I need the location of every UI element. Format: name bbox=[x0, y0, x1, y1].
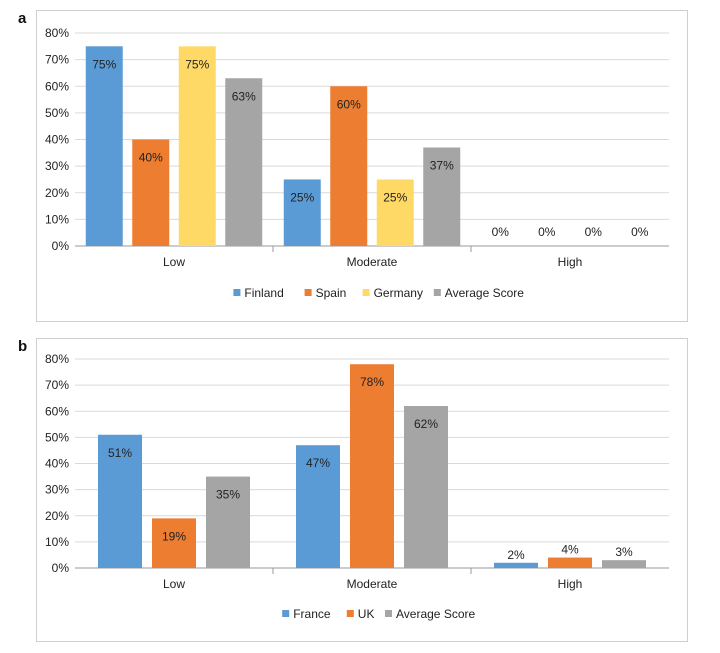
y-tick-label: 30% bbox=[45, 483, 69, 497]
bar-b-uk bbox=[152, 518, 196, 568]
y-tick-label: 70% bbox=[45, 378, 69, 392]
legend-label: UK bbox=[358, 607, 375, 621]
bar-b-uk bbox=[350, 364, 394, 568]
y-tick-label: 40% bbox=[45, 457, 69, 471]
legend-label: Germany bbox=[374, 286, 423, 300]
chart-panel-b: 0% 10% 20% 30% 40% 50% 60% 70% 80% 51% 19% 35% Low 47… bbox=[36, 338, 688, 642]
legend-label: Average Score bbox=[396, 607, 475, 621]
bar-b-average-score bbox=[602, 560, 646, 568]
data-label: 3% bbox=[615, 545, 633, 559]
data-label: 35% bbox=[216, 488, 240, 502]
bar-b-france bbox=[494, 562, 538, 568]
data-label: 0% bbox=[631, 225, 649, 239]
bar-a-finland bbox=[85, 46, 123, 246]
bar-a-average-score bbox=[225, 78, 263, 246]
y-tick-label: 70% bbox=[45, 53, 69, 67]
data-label: 37% bbox=[430, 158, 454, 172]
y-tick-label: 30% bbox=[45, 159, 69, 173]
chart-panel-a: 0% 10% 20% 30% 40% 50% 60% 70% 80% 75% 40% 75% 63% Lo… bbox=[36, 10, 688, 322]
y-tick-label: 10% bbox=[45, 212, 69, 226]
bar-a-germany bbox=[376, 179, 414, 246]
data-label: 2% bbox=[507, 548, 525, 562]
data-label: 51% bbox=[108, 446, 132, 460]
legend-swatch bbox=[233, 289, 241, 296]
y-tick-label: 20% bbox=[45, 509, 69, 523]
bar-b-france bbox=[98, 434, 142, 568]
y-tick-label: 80% bbox=[45, 26, 69, 40]
y-tick-label: 60% bbox=[45, 404, 69, 418]
x-category-label: Moderate bbox=[347, 577, 398, 591]
bar-chart-a: 0% 10% 20% 30% 40% 50% 60% 70% 80% 75% 40% 75% 63% Lo… bbox=[45, 26, 669, 300]
data-label: 75% bbox=[185, 57, 209, 71]
y-tick-label: 60% bbox=[45, 79, 69, 93]
data-label: 62% bbox=[414, 417, 438, 431]
legend-label: France bbox=[293, 607, 331, 621]
bar-chart-b: 0% 10% 20% 30% 40% 50% 60% 70% 80% 51% 19% 35% Low 47… bbox=[45, 352, 669, 621]
data-label: 40% bbox=[139, 151, 163, 165]
legend-swatch bbox=[362, 289, 370, 296]
data-label: 0% bbox=[585, 225, 603, 239]
data-label: 47% bbox=[306, 456, 330, 470]
y-tick-label: 20% bbox=[45, 186, 69, 200]
bar-a-finland bbox=[283, 179, 321, 246]
x-category-label: High bbox=[558, 255, 583, 269]
legend-swatch bbox=[433, 289, 441, 296]
bar-b-average-score bbox=[206, 476, 250, 568]
x-category-label: Moderate bbox=[347, 255, 398, 269]
bar-b-france bbox=[296, 445, 340, 568]
data-label: 19% bbox=[162, 529, 186, 543]
data-label: 75% bbox=[92, 57, 116, 71]
legend-swatch bbox=[282, 610, 290, 617]
y-tick-label: 50% bbox=[45, 106, 69, 120]
data-label: 63% bbox=[232, 89, 256, 103]
bar-a-germany bbox=[178, 46, 216, 246]
data-label: 0% bbox=[492, 225, 510, 239]
y-tick-label: 50% bbox=[45, 430, 69, 444]
x-category-label: High bbox=[558, 577, 583, 591]
bar-b-uk bbox=[548, 557, 592, 568]
y-tick-label: 40% bbox=[45, 133, 69, 147]
legend-label: Spain bbox=[316, 286, 347, 300]
data-label: 25% bbox=[383, 190, 407, 204]
x-category-label: Low bbox=[163, 577, 185, 591]
y-tick-label: 80% bbox=[45, 352, 69, 366]
panel-label-b: b bbox=[18, 338, 28, 355]
x-category-label: Low bbox=[163, 255, 185, 269]
data-label: 25% bbox=[290, 190, 314, 204]
bar-a-spain bbox=[330, 86, 368, 246]
legend-swatch bbox=[346, 610, 354, 617]
legend-label: Finland bbox=[244, 286, 283, 300]
legend-label: Average Score bbox=[445, 286, 524, 300]
data-label: 0% bbox=[538, 225, 556, 239]
data-label: 60% bbox=[337, 97, 361, 111]
panel-label-a: a bbox=[18, 10, 27, 27]
bar-a-average-score bbox=[423, 147, 461, 246]
bar-b-average-score bbox=[404, 406, 448, 568]
legend-swatch bbox=[304, 289, 312, 296]
bar-a-spain bbox=[132, 139, 170, 246]
data-label: 78% bbox=[360, 375, 384, 389]
legend-swatch bbox=[385, 610, 392, 617]
data-label: 4% bbox=[561, 543, 579, 557]
y-tick-label: 0% bbox=[52, 239, 70, 253]
y-tick-label: 0% bbox=[52, 561, 70, 575]
y-tick-label: 10% bbox=[45, 535, 69, 549]
